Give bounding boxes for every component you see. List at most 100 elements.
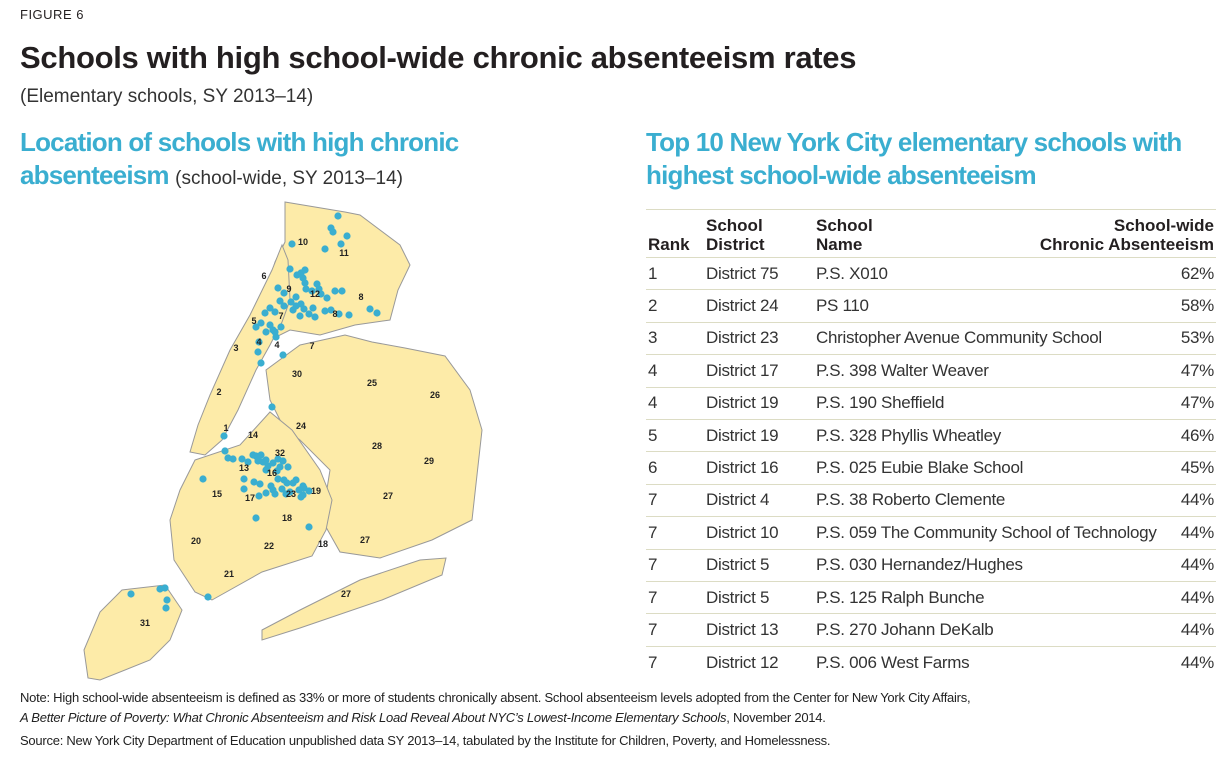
cell-rank: 7 bbox=[646, 483, 704, 517]
school-dot bbox=[279, 351, 287, 359]
school-dot bbox=[257, 451, 265, 459]
source: Source: New York City Department of Educ… bbox=[20, 733, 831, 748]
school-dot bbox=[220, 432, 228, 440]
cell-rate: 44% bbox=[1170, 613, 1216, 647]
school-dot bbox=[302, 285, 310, 293]
page-subtitle: (Elementary schools, SY 2013–14) bbox=[20, 86, 314, 107]
cell-rate: 45% bbox=[1170, 451, 1216, 485]
header-district-line1: School bbox=[706, 216, 763, 235]
cell-district: District 10 bbox=[704, 516, 814, 550]
district-label: 27 bbox=[360, 535, 370, 545]
school-dot bbox=[163, 596, 171, 604]
school-dot bbox=[327, 306, 335, 314]
school-dot bbox=[274, 475, 282, 483]
cell-rank: 6 bbox=[646, 451, 704, 485]
school-dot bbox=[255, 492, 263, 500]
school-dot bbox=[288, 240, 296, 248]
cell-name: P.S. 190 Sheffield bbox=[814, 386, 1170, 420]
header-rate-line1: School-wide bbox=[1113, 216, 1214, 235]
cell-district: District 4 bbox=[704, 483, 814, 517]
district-label: 3 bbox=[233, 343, 238, 353]
district-label: 5 bbox=[251, 316, 256, 326]
figure-label: FIGURE 6 bbox=[20, 7, 84, 22]
table-row: 5 District 19 P.S. 328 Phyllis Wheatley 46% bbox=[646, 418, 1216, 452]
district-label: 7 bbox=[278, 311, 283, 321]
school-dot bbox=[261, 309, 269, 317]
table-row: 7 District 5 P.S. 030 Hernandez/Hughes 44% bbox=[646, 548, 1216, 582]
note-date: , November 2014. bbox=[726, 710, 826, 725]
manhattan bbox=[189, 243, 291, 456]
school-dot bbox=[273, 467, 281, 475]
cell-rank: 7 bbox=[646, 645, 704, 679]
cell-rank: 4 bbox=[646, 354, 704, 388]
map-heading: Location of schools with high chronic ab… bbox=[20, 126, 610, 195]
school-dot bbox=[296, 312, 304, 320]
table-heading: Top 10 New York City elementary schools … bbox=[646, 127, 1182, 190]
school-dot bbox=[268, 403, 276, 411]
cell-name: P.S. 030 Hernandez/Hughes bbox=[814, 548, 1170, 582]
district-label: 32 bbox=[275, 448, 285, 458]
cell-name: P.S. 398 Walter Weaver bbox=[814, 354, 1170, 388]
cell-rate: 58% bbox=[1170, 289, 1216, 323]
district-label: 23 bbox=[286, 489, 296, 499]
school-dot bbox=[262, 328, 270, 336]
school-dot bbox=[204, 593, 212, 601]
school-dot bbox=[199, 475, 207, 483]
school-dot bbox=[240, 475, 248, 483]
school-dot bbox=[301, 279, 309, 287]
table-row: 1 District 75 P.S. X010 62% bbox=[646, 256, 1216, 290]
school-dot bbox=[280, 302, 288, 310]
cell-name: P.S. X010 bbox=[814, 256, 1170, 290]
district-label: 9 bbox=[286, 284, 291, 294]
school-dot bbox=[286, 265, 294, 273]
district-label: 8 bbox=[332, 309, 337, 319]
cell-district: District 12 bbox=[704, 645, 814, 679]
school-dot bbox=[274, 284, 282, 292]
cell-rank: 3 bbox=[646, 321, 704, 355]
cell-name: P.S. 38 Roberto Clemente bbox=[814, 483, 1170, 517]
school-dot bbox=[256, 480, 264, 488]
district-label: 12 bbox=[310, 289, 320, 299]
school-dot bbox=[283, 479, 291, 487]
school-dot bbox=[321, 307, 329, 315]
header-name-line1: School bbox=[816, 216, 873, 235]
school-dot bbox=[338, 287, 346, 295]
cell-rank: 2 bbox=[646, 289, 704, 323]
school-dot bbox=[305, 523, 313, 531]
school-dot bbox=[221, 447, 229, 455]
school-dot bbox=[282, 490, 290, 498]
table-row: 4 District 17 P.S. 398 Walter Weaver 47% bbox=[646, 354, 1216, 388]
school-dot bbox=[257, 359, 265, 367]
brooklyn bbox=[169, 411, 333, 601]
school-dot bbox=[301, 266, 309, 274]
cell-rate: 44% bbox=[1170, 580, 1216, 614]
cell-name: P.S. 125 Ralph Bunche bbox=[814, 580, 1170, 614]
school-dot bbox=[309, 304, 317, 312]
school-dot bbox=[240, 485, 248, 493]
school-dot bbox=[373, 309, 381, 317]
school-dot bbox=[287, 298, 295, 306]
district-label: 4 bbox=[274, 340, 279, 350]
district-label: 25 bbox=[367, 378, 377, 388]
school-dot bbox=[161, 584, 169, 592]
district-label: 2 bbox=[216, 387, 221, 397]
header-district: School District bbox=[704, 210, 814, 258]
cell-name: P.S. 328 Phyllis Wheatley bbox=[814, 418, 1170, 452]
school-dot bbox=[331, 287, 339, 295]
school-dot bbox=[323, 294, 331, 302]
cell-rate: 44% bbox=[1170, 516, 1216, 550]
table-row: 6 District 16 P.S. 025 Eubie Blake School 4… bbox=[646, 451, 1216, 485]
cell-district: District 23 bbox=[704, 321, 814, 355]
district-label: 4 bbox=[256, 337, 261, 347]
district-label: 19 bbox=[311, 486, 321, 496]
school-dot bbox=[337, 240, 345, 248]
school-dot bbox=[162, 604, 170, 612]
table-row: 7 District 5 P.S. 125 Ralph Bunche 44% bbox=[646, 580, 1216, 614]
school-dot bbox=[305, 310, 313, 318]
district-label: 11 bbox=[339, 248, 349, 258]
school-dot bbox=[255, 338, 263, 346]
district-label: 10 bbox=[298, 237, 308, 247]
header-rate-line2: Chronic Absenteeism bbox=[1039, 235, 1214, 254]
school-dot bbox=[277, 323, 285, 331]
school-dot bbox=[284, 463, 292, 471]
